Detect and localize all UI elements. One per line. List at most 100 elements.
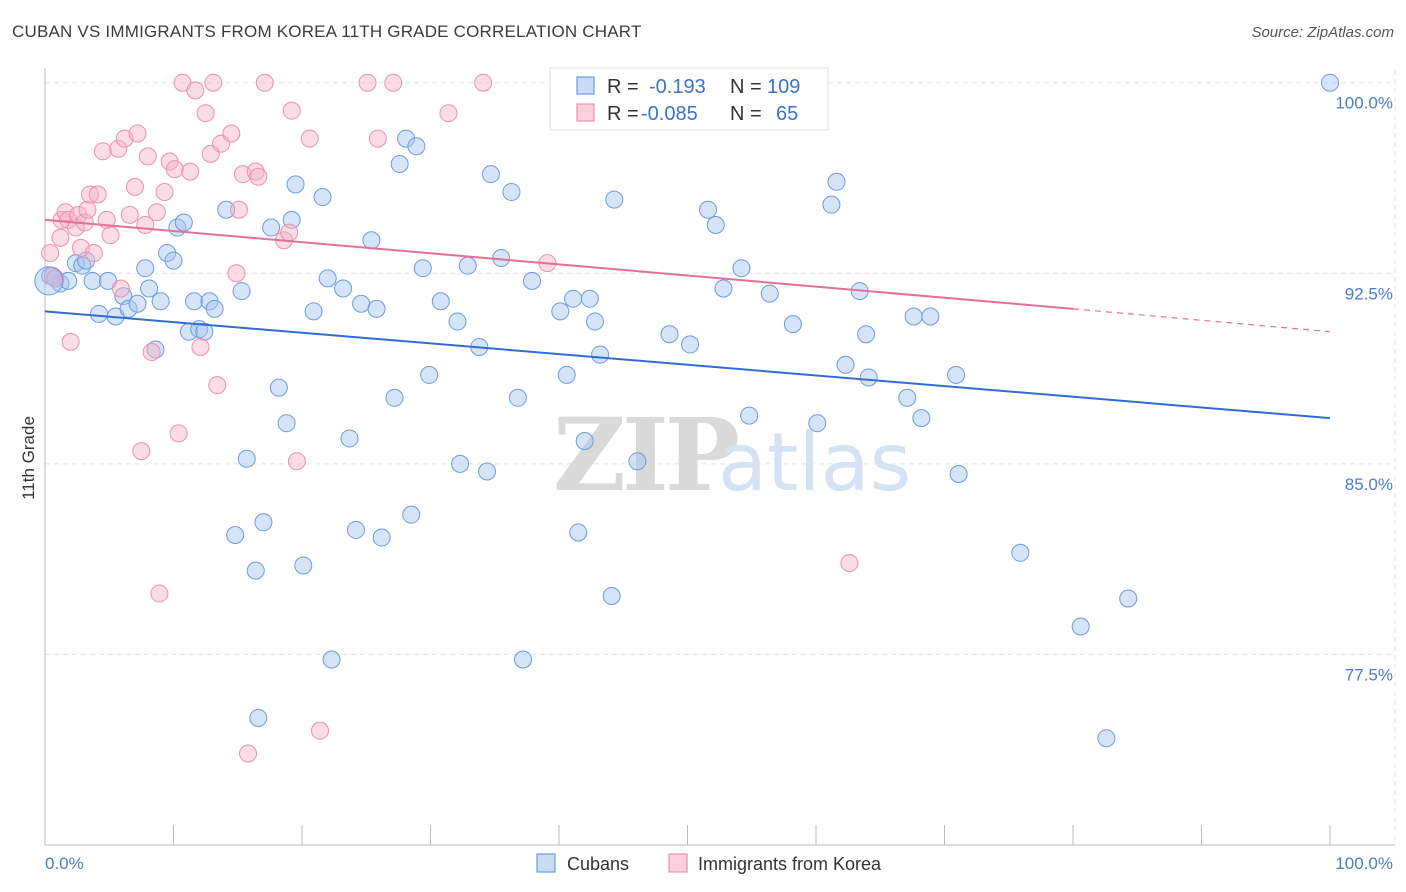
cubans-point bbox=[859, 368, 878, 387]
cubans-point bbox=[413, 259, 432, 278]
legend-n-value-2: 65 bbox=[776, 103, 798, 125]
korea-point bbox=[142, 343, 161, 362]
cubans-point bbox=[628, 452, 647, 471]
cubans-point bbox=[334, 279, 353, 298]
cubans-point bbox=[481, 165, 500, 184]
korea-point bbox=[111, 279, 130, 298]
korea-point bbox=[204, 73, 223, 92]
tick-labels: 100.0% 92.5% 85.0% 77.5% 0.0% 100.0% bbox=[45, 94, 1393, 873]
cubans-point bbox=[523, 271, 542, 290]
korea-point bbox=[125, 177, 144, 196]
cubans-point bbox=[174, 213, 193, 232]
cubans-point bbox=[898, 388, 917, 407]
cubans-point bbox=[912, 409, 931, 428]
cubans-point bbox=[827, 172, 846, 191]
cubans-point bbox=[226, 526, 245, 544]
y-tick-label: 92.5% bbox=[1345, 284, 1393, 303]
korea-point bbox=[368, 129, 387, 148]
cubans-point bbox=[551, 302, 570, 321]
bottom-legend-label-korea: Immigrants from Korea bbox=[698, 854, 882, 874]
korea-point bbox=[169, 424, 188, 443]
korea-point bbox=[46, 269, 65, 288]
korea-trend-line-extension bbox=[1072, 308, 1331, 333]
cubans-point bbox=[164, 251, 183, 270]
cubans-point bbox=[246, 561, 265, 580]
korea-point bbox=[132, 442, 151, 461]
y-tick-label: 85.0% bbox=[1345, 475, 1393, 494]
cubans-point bbox=[904, 307, 923, 326]
korea-point bbox=[300, 129, 319, 148]
korea-point bbox=[61, 332, 80, 351]
korea-point bbox=[147, 203, 166, 222]
cubans-point bbox=[451, 454, 470, 473]
cubans-point bbox=[304, 302, 323, 321]
cubans-point bbox=[660, 325, 679, 344]
cubans-point bbox=[269, 378, 288, 397]
korea-point bbox=[109, 139, 128, 158]
cubans-point bbox=[808, 414, 827, 433]
cubans-point bbox=[83, 271, 102, 290]
cubans-point bbox=[580, 289, 599, 308]
cubans-point bbox=[158, 243, 177, 262]
korea-point bbox=[310, 721, 329, 740]
korea-point bbox=[93, 142, 112, 161]
cubans-point bbox=[140, 279, 159, 298]
korea-point bbox=[165, 160, 184, 179]
korea-point bbox=[80, 185, 99, 204]
cubans-point bbox=[947, 365, 966, 384]
cubans-point bbox=[294, 556, 313, 575]
korea-point bbox=[186, 81, 205, 100]
cubans-point bbox=[362, 231, 381, 250]
cubans-point bbox=[714, 279, 733, 298]
korea-point bbox=[239, 744, 258, 763]
korea-point bbox=[128, 124, 147, 143]
cubans-point bbox=[313, 188, 332, 207]
x-tick-label-max: 100.0% bbox=[1335, 854, 1393, 873]
cubans-point bbox=[340, 429, 359, 448]
cubans-point bbox=[322, 650, 341, 669]
legend-n-value-1: 109 bbox=[767, 76, 800, 98]
cubans-point bbox=[407, 137, 426, 156]
cubans-point bbox=[1011, 543, 1030, 562]
chart-title: CUBAN VS IMMIGRANTS FROM KOREA 11TH GRAD… bbox=[12, 22, 642, 41]
korea-point bbox=[222, 124, 241, 143]
korea-point bbox=[196, 104, 215, 123]
cubans-point bbox=[318, 269, 337, 288]
cubans-point bbox=[254, 513, 273, 532]
korea-point bbox=[51, 228, 70, 247]
chart-source: Source: ZipAtlas.com bbox=[1251, 24, 1394, 41]
korea-point bbox=[358, 73, 377, 92]
axes bbox=[44, 68, 1395, 846]
cubans-point bbox=[367, 299, 386, 318]
cubans-point bbox=[232, 282, 251, 301]
korea-point bbox=[255, 73, 274, 92]
legend-r-value-1: -0.193 bbox=[649, 76, 706, 98]
korea-point bbox=[840, 553, 859, 572]
svg-text:ZIP: ZIP bbox=[553, 396, 738, 514]
cubans-point bbox=[346, 520, 365, 539]
cubans-point bbox=[557, 365, 576, 384]
cubans-point bbox=[458, 256, 477, 275]
cubans-point bbox=[89, 304, 108, 323]
legend-swatch-cubans bbox=[576, 76, 595, 95]
cubans-point bbox=[448, 312, 467, 331]
bottom-legend-label-cubans: Cubans bbox=[567, 854, 629, 874]
trend-lines bbox=[44, 218, 1331, 420]
x-tick-label-min: 0.0% bbox=[45, 854, 84, 873]
korea-point bbox=[155, 182, 174, 201]
cubans-point bbox=[352, 294, 371, 313]
cubans-point bbox=[508, 388, 527, 407]
cubans-point bbox=[921, 307, 940, 326]
cubans-point bbox=[732, 259, 751, 278]
cubans-point bbox=[431, 292, 450, 311]
korea-point bbox=[246, 162, 265, 181]
cubans-point bbox=[740, 406, 759, 425]
cubans-point bbox=[185, 292, 204, 311]
legend-r-label-2: R = bbox=[607, 103, 639, 125]
top-legend: R = -0.193 N = 109 R = -0.085 N = 65 bbox=[549, 67, 829, 131]
korea-point bbox=[181, 162, 200, 181]
cubans-point bbox=[420, 365, 439, 384]
korea-point bbox=[191, 337, 210, 356]
cubans-point bbox=[385, 388, 404, 407]
